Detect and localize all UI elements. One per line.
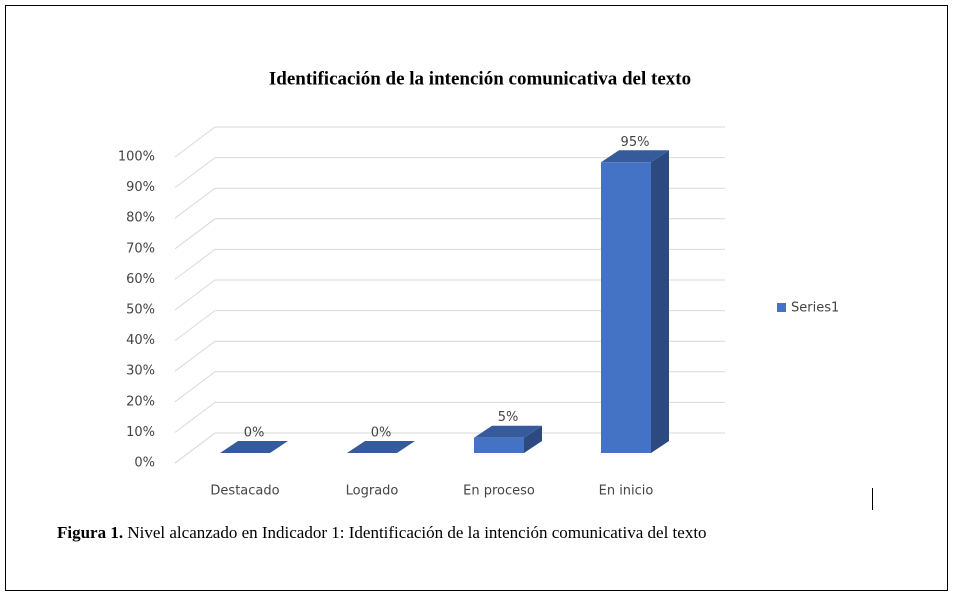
grid-line xyxy=(174,401,725,433)
y-tick-label: 0% xyxy=(134,456,155,471)
legend-swatch xyxy=(777,303,786,312)
grid-line xyxy=(174,340,725,372)
grid-line xyxy=(174,279,725,311)
bar-front xyxy=(601,162,651,454)
y-tick-label: 80% xyxy=(126,211,155,226)
y-tick-label: 10% xyxy=(126,425,155,440)
grid-line xyxy=(174,432,725,464)
bar-side xyxy=(651,150,669,454)
caption-label: Figura 1. xyxy=(57,523,123,542)
caption-text: Nivel alcanzado en Indicador 1: Identifi… xyxy=(123,523,706,542)
bar xyxy=(474,425,542,453)
y-tick-label: 70% xyxy=(126,241,155,256)
bar-side xyxy=(524,425,542,453)
value-label: 5% xyxy=(498,410,519,425)
y-tick-label: 20% xyxy=(126,394,155,409)
bar-top xyxy=(220,441,288,453)
legend-label: Series1 xyxy=(791,301,839,316)
value-label: 0% xyxy=(371,426,392,441)
x-tick-label: En proceso xyxy=(463,484,535,499)
caption: Figura 1. Nivel alcanzado en Indicador 1… xyxy=(57,523,707,542)
value-label: 95% xyxy=(621,135,650,150)
bar-top xyxy=(474,425,542,438)
grid-line xyxy=(174,126,725,158)
grid-line xyxy=(174,248,725,280)
grid-line xyxy=(174,310,725,341)
bar-top xyxy=(347,441,415,453)
grid-line xyxy=(174,218,725,250)
bar xyxy=(347,441,415,453)
y-tick-label: 60% xyxy=(126,272,155,287)
x-tick-label: En inicio xyxy=(599,484,654,499)
value-label: 0% xyxy=(244,426,265,441)
chart-title: Identificación de la intención comunicat… xyxy=(269,68,691,89)
grid-line xyxy=(174,187,725,219)
grid-line xyxy=(174,157,725,188)
y-tick-label: 90% xyxy=(126,180,155,195)
bar xyxy=(220,441,288,453)
grid-line xyxy=(174,371,725,403)
bar-front xyxy=(474,437,524,453)
y-tick-label: 50% xyxy=(126,303,155,318)
bar xyxy=(601,150,669,454)
bar-top xyxy=(601,150,669,163)
y-tick-label: 30% xyxy=(126,364,155,379)
x-tick-label: Destacado xyxy=(210,484,279,499)
y-tick-label: 100% xyxy=(118,150,155,165)
x-tick-label: Logrado xyxy=(346,484,399,499)
frame xyxy=(5,5,948,591)
y-tick-label: 40% xyxy=(126,333,155,348)
